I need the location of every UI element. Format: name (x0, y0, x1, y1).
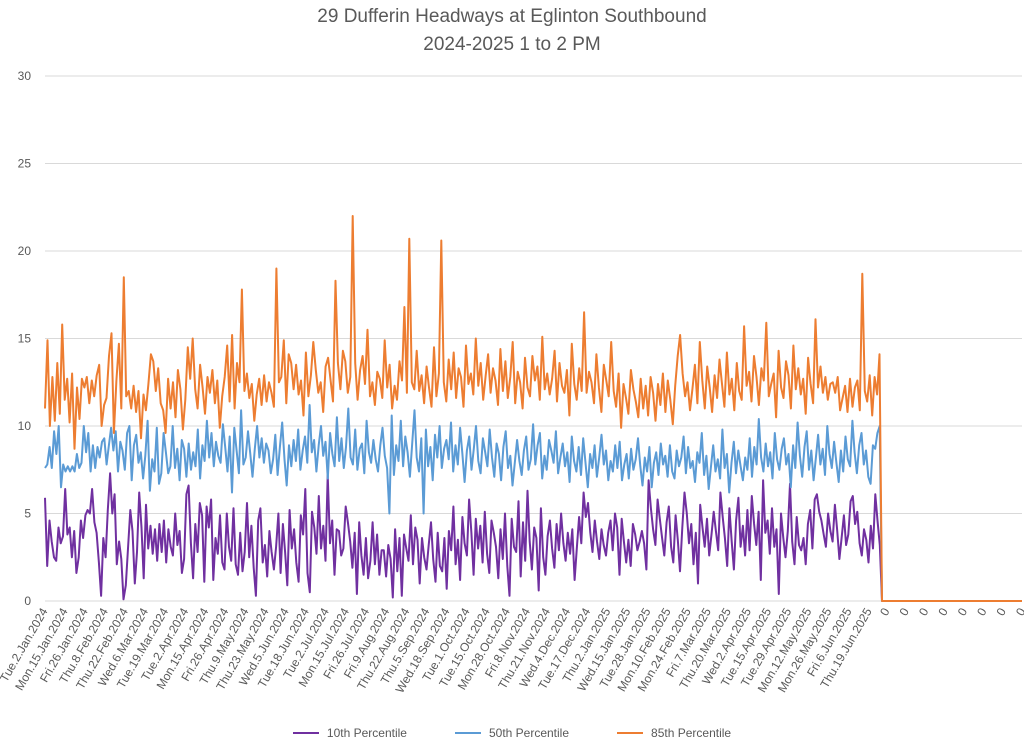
legend-swatch-10th (292, 732, 319, 734)
legend-label-85th: 85th Percentile (651, 726, 732, 740)
x-tick-label: 0 (916, 605, 932, 618)
x-tick-label: 0 (897, 605, 913, 618)
y-tick-label: 20 (18, 244, 32, 258)
chart-title: 29 Dufferin Headways at Eglinton Southbo… (317, 6, 707, 27)
series-line-50th (44, 404, 1022, 602)
x-tick-label: 0 (994, 605, 1010, 618)
legend: 10th Percentile 50th Percentile 85th Per… (0, 726, 1024, 740)
x-tick-label: 0 (1013, 605, 1024, 618)
series-lines (44, 215, 1022, 602)
legend-label-10th: 10th Percentile (326, 726, 407, 740)
series-line-85th (44, 215, 1022, 602)
x-tick-label: 0 (974, 605, 990, 618)
y-tick-label: 5 (24, 507, 31, 521)
y-tick-label: 15 (18, 332, 32, 346)
legend-item-85th[interactable]: 85th Percentile (617, 726, 731, 740)
x-tick-label: 0 (935, 605, 951, 618)
chart-subtitle: 2024-2025 1 to 2 PM (423, 34, 601, 55)
y-tick-label: 25 (18, 157, 32, 171)
gridlines (45, 75, 1022, 602)
legend-swatch-50th (454, 732, 481, 734)
y-tick-label: 0 (24, 594, 31, 608)
legend-swatch-85th (617, 732, 644, 734)
x-axis-ticks: Tue.2.Jan.2024Mon.15.Jan.2024Fri.26.Jan.… (0, 605, 1024, 695)
series-line-10th (44, 472, 1022, 602)
legend-item-50th[interactable]: 50th Percentile (454, 726, 570, 740)
y-axis-ticks: 0 5 10 15 20 25 30 (18, 69, 32, 608)
x-tick-label: 0 (877, 605, 893, 618)
legend-item-10th[interactable]: 10th Percentile (292, 726, 407, 740)
legend-label-50th: 50th Percentile (488, 726, 570, 740)
y-tick-label: 30 (18, 69, 32, 83)
x-tick-label: 0 (955, 605, 971, 618)
y-tick-label: 10 (18, 419, 32, 433)
